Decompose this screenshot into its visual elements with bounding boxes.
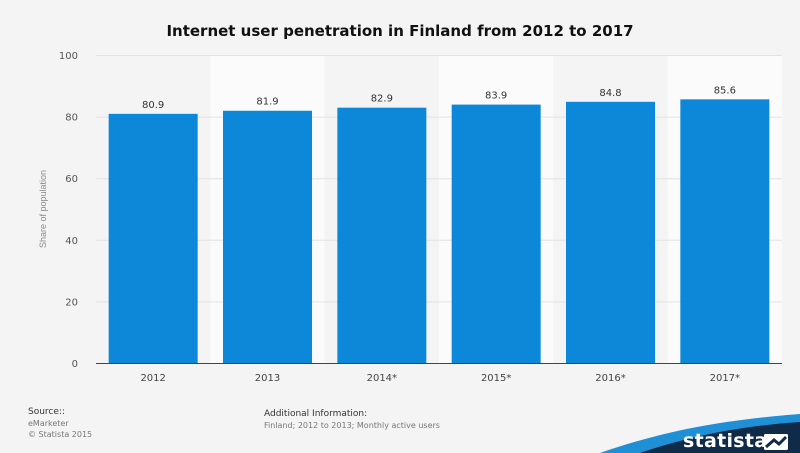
bar[interactable] xyxy=(680,99,770,364)
y-tick-label: 100 xyxy=(59,51,78,62)
grid-lines xyxy=(96,55,782,303)
source-line: eMarketer xyxy=(28,419,69,428)
bar-chart: 0 20 40 60 80 100 Share of population 80.9 81.… xyxy=(38,51,782,384)
y-tick-label: 0 xyxy=(72,359,78,370)
x-tick-label: 2013 xyxy=(255,373,280,384)
x-tick-label: 2016* xyxy=(595,373,625,384)
copyright-line[interactable]: © Statista 2015 xyxy=(28,430,93,439)
bars xyxy=(108,99,770,364)
chart-title: Internet user penetration in Finland fro… xyxy=(166,22,634,40)
x-tick-label: 2014* xyxy=(367,373,397,384)
bar-value-labels: 80.9 81.9 82.9 83.9 84.8 85.6 xyxy=(142,85,736,110)
x-tick-label: 2017* xyxy=(710,373,740,384)
y-tick-label: 60 xyxy=(65,174,78,185)
bar-value-label: 81.9 xyxy=(256,97,278,108)
bar[interactable] xyxy=(223,110,312,363)
bar[interactable] xyxy=(566,101,655,363)
bar-value-label: 85.6 xyxy=(714,85,736,96)
y-tick-label: 20 xyxy=(65,297,78,308)
x-tick-labels: 2012 2013 2014* 2015* 2016* 2017* xyxy=(140,373,740,384)
bar-value-label: 82.9 xyxy=(371,94,393,105)
y-tick-labels: 0 20 40 60 80 100 xyxy=(59,51,78,370)
y-axis-label: Share of population xyxy=(38,170,48,248)
y-tick-label: 80 xyxy=(65,113,78,124)
x-tick-label: 2015* xyxy=(481,373,511,384)
bar-value-label: 84.8 xyxy=(599,88,621,99)
y-tick-label: 40 xyxy=(65,236,78,247)
source-label: Source:: xyxy=(28,407,65,417)
bar[interactable] xyxy=(337,107,427,363)
statista-logo-icon xyxy=(764,434,788,450)
statista-logo[interactable]: statista xyxy=(683,430,768,452)
x-tick-label: 2012 xyxy=(140,373,165,384)
additional-info-label: Additional Information: xyxy=(264,409,368,419)
bar-value-label: 83.9 xyxy=(485,91,507,102)
bar[interactable] xyxy=(108,113,198,363)
bar[interactable] xyxy=(451,104,541,363)
bar-value-label: 80.9 xyxy=(142,100,164,111)
additional-info-text: Finland; 2012 to 2013; Monthly active us… xyxy=(264,421,440,430)
